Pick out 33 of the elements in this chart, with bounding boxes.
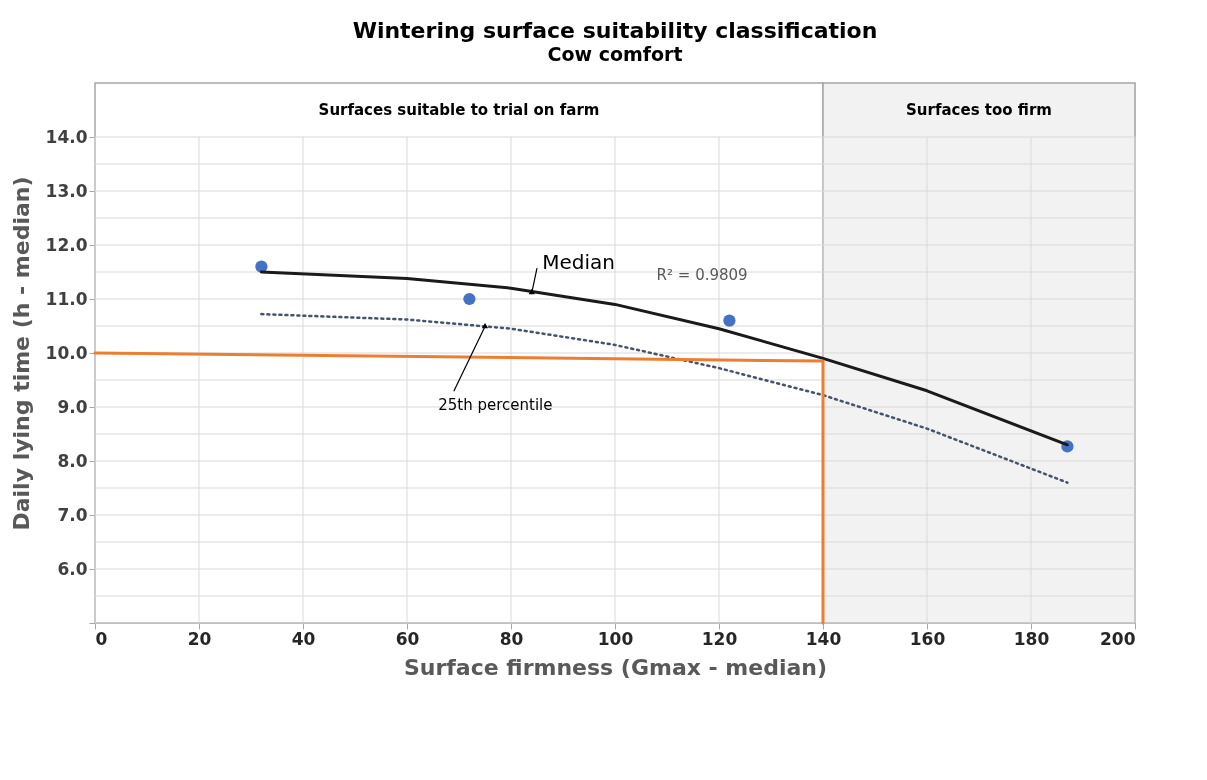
y-tick-label: 13.0 (45, 180, 88, 201)
line-series (260, 312, 1069, 484)
y-axis-title: Daily lying time (h - median) (8, 176, 34, 531)
chart-subtitle: Cow comfort (547, 43, 683, 66)
y-tick-label: 9.0 (57, 396, 88, 417)
band-label: Surfaces too firm (906, 101, 1052, 119)
point (723, 314, 736, 327)
y-tick-label: 11.0 (45, 288, 88, 309)
x-tick-label: 140 (805, 628, 842, 649)
annotation: R² = 0.9809 (656, 265, 748, 284)
y-tick-label: 12.0 (45, 234, 88, 255)
x-tick-label: 180 (1013, 628, 1050, 649)
x-tick-label: 120 (701, 628, 738, 649)
y-tick-label: 7.0 (57, 504, 88, 525)
annotation: 25th percentile (438, 395, 553, 414)
x-tick-label: 60 (395, 628, 420, 649)
y-tick-label: 10.0 (45, 342, 88, 363)
y-tick-label: 6.0 (57, 558, 88, 579)
band-label: Surfaces suitable to trial on farm (318, 101, 600, 119)
x-tick-label: 20 (187, 628, 212, 649)
x-tick-label: 40 (291, 628, 316, 649)
point (255, 260, 268, 273)
x-tick-label: 200 (1100, 628, 1136, 649)
x-axis-title: Surface firmness (Gmax - median) (403, 654, 828, 680)
x-tick-label: 80 (499, 628, 524, 649)
x-tick-label: 0 (95, 628, 108, 649)
x-tick-label: 160 (909, 628, 946, 649)
point (463, 292, 476, 306)
y-tick-label: 8.0 (57, 450, 88, 471)
annotation: Median (542, 249, 615, 274)
y-tick-label: 14.0 (45, 126, 88, 147)
x-tick-label: 100 (597, 628, 634, 649)
chart-title: Wintering surface suitability classification (352, 18, 878, 44)
